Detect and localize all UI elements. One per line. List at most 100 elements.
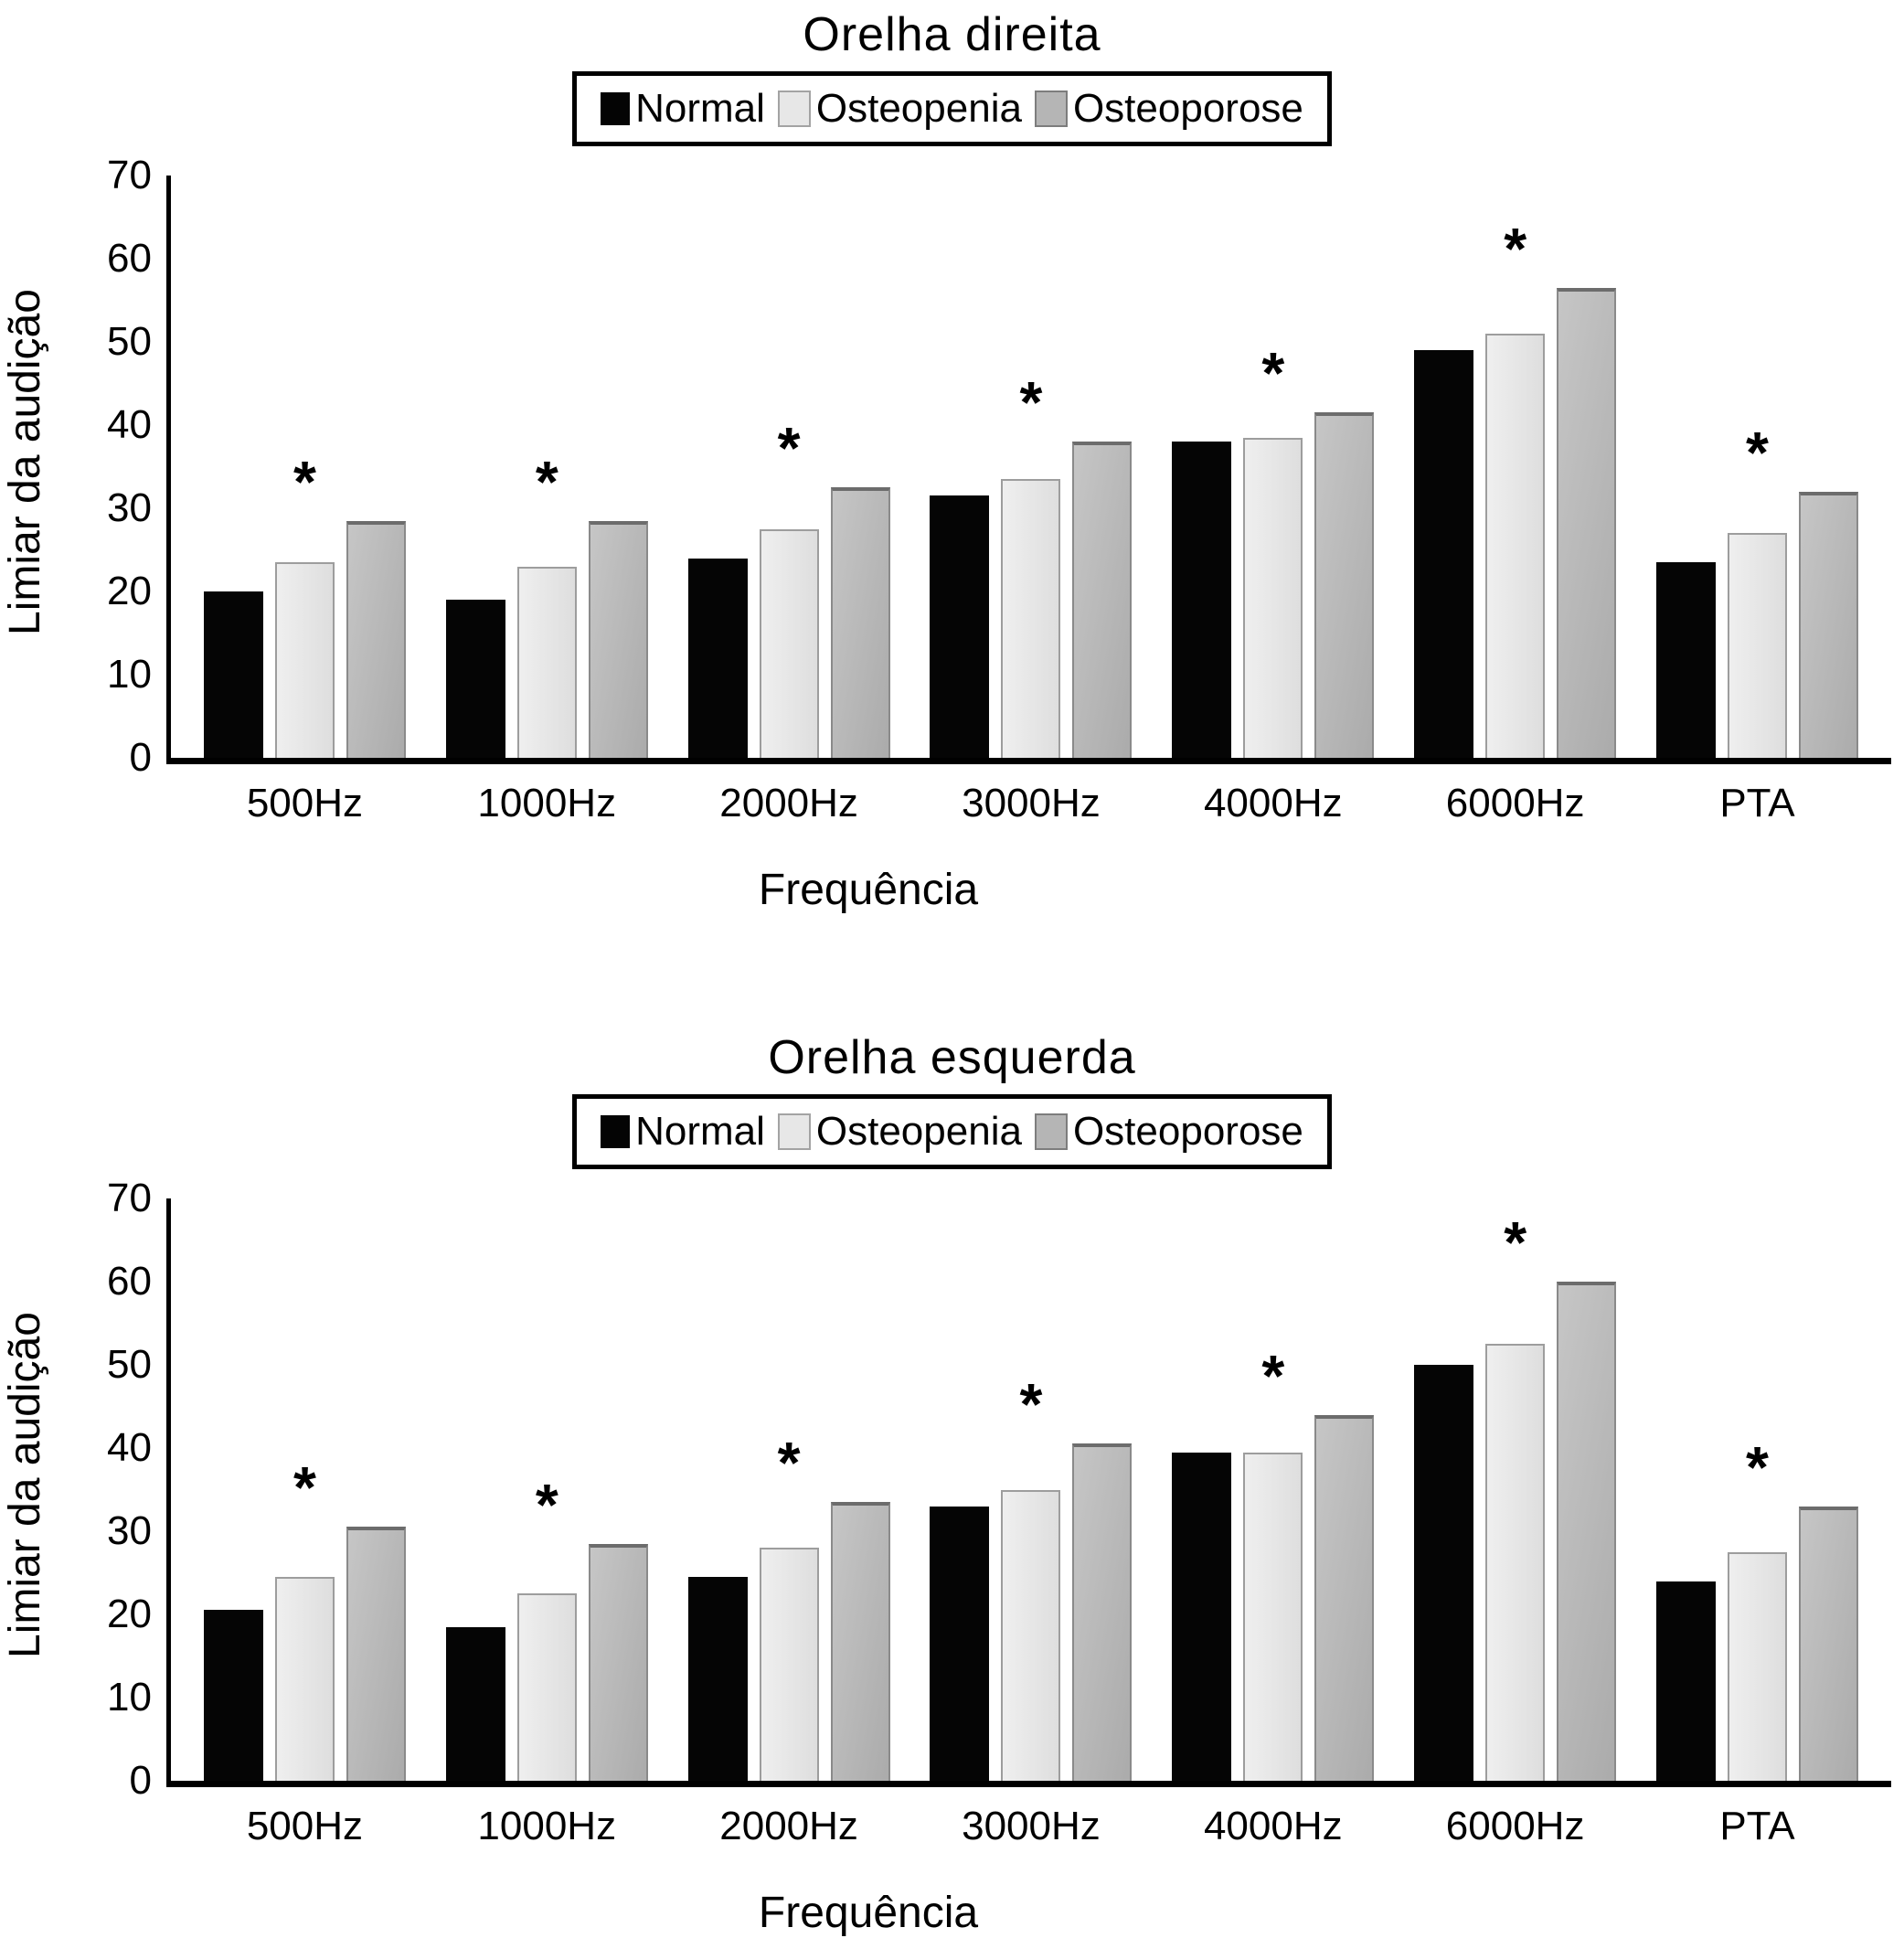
bar-group-1000hz: *	[445, 1198, 648, 1781]
significance-star: *	[293, 448, 316, 515]
bar-osteoporose-4000hz	[1314, 1414, 1375, 1781]
chart-title: Orelha esquerda	[768, 1031, 1136, 1084]
x-tick-label-3000hz: 3000Hz	[962, 1804, 1101, 1848]
y-tick-label: 0	[129, 735, 152, 780]
bar-group-3000hz: *	[930, 1198, 1133, 1781]
x-tick-label-1000hz: 1000Hz	[477, 1804, 617, 1848]
bar-group-1000hz: *	[445, 176, 648, 758]
y-tick-label: 20	[107, 569, 152, 613]
legend-item-normal: Normal	[601, 1110, 765, 1154]
bar-group-pta: *	[1655, 176, 1858, 758]
bar-normal-500hz	[203, 591, 263, 758]
legend-item-osteoporose: Osteoporose	[1034, 87, 1303, 131]
y-tick-label: 30	[107, 1508, 152, 1553]
bar-osteopenia-1000hz	[516, 1593, 577, 1781]
legend-label: Osteoporose	[1072, 1109, 1303, 1154]
x-tick-label-1000hz: 1000Hz	[477, 781, 617, 825]
legend-label: Osteopenia	[815, 86, 1022, 131]
bar-normal-6000hz	[1414, 350, 1474, 758]
y-tick-label: 50	[107, 1342, 152, 1387]
y-tick-label: 40	[107, 1425, 152, 1470]
bar-group-4000hz: *	[1172, 176, 1375, 758]
legend-marker-osteoporose-icon	[1034, 1113, 1068, 1150]
y-tick-label: 70	[107, 153, 152, 197]
x-tick-label-4000hz: 4000Hz	[1203, 1804, 1343, 1848]
bar-osteopenia-pta	[1727, 1551, 1787, 1781]
y-axis-title: Limiar da audição	[1, 289, 49, 636]
bar-osteopenia-2000hz	[759, 528, 819, 758]
y-axis-title: Limiar da audição	[1, 1312, 49, 1659]
bar-osteoporose-6000hz	[1557, 287, 1617, 758]
y-tick-label: 50	[107, 319, 152, 364]
plot-row: Limiar da audição 0 10 20 30 40 50 60 70 * * * * * *…	[0, 155, 1904, 778]
x-tick-label-500hz: 500Hz	[246, 781, 364, 825]
bar-osteopenia-2000hz	[759, 1548, 819, 1781]
x-tick-label-pta: PTA	[1719, 1804, 1795, 1848]
bar-group-500hz: *	[203, 1198, 406, 1781]
bar-osteopenia-1000hz	[516, 566, 577, 758]
bar-normal-pta	[1655, 562, 1716, 758]
significance-star: *	[1019, 1371, 1043, 1438]
significance-star: *	[1261, 340, 1285, 407]
x-axis-title: Frequência	[758, 1889, 979, 1937]
legend-marker-osteopenia-icon	[777, 91, 811, 127]
legend: Normal Osteopenia Osteoporose	[572, 1094, 1332, 1169]
legend-marker-osteopenia-icon	[777, 1113, 811, 1150]
significance-star: *	[1019, 369, 1043, 436]
bar-normal-500hz	[203, 1610, 263, 1781]
x-tick-label-6000hz: 6000Hz	[1445, 781, 1585, 825]
y-tick-label: 30	[107, 485, 152, 530]
bar-group-pta: *	[1655, 1198, 1858, 1781]
bar-group-6000hz: *	[1414, 1198, 1617, 1781]
x-tick-label-4000hz: 4000Hz	[1203, 781, 1343, 825]
bar-normal-1000hz	[445, 1626, 505, 1781]
x-tick-label-500hz: 500Hz	[246, 1804, 364, 1848]
legend: Normal Osteopenia Osteoporose	[572, 71, 1332, 146]
y-tick-label: 60	[107, 236, 152, 281]
significance-star: *	[1504, 215, 1527, 282]
legend-item-normal: Normal	[601, 87, 765, 131]
significance-star: *	[1261, 1342, 1285, 1409]
bar-osteopenia-500hz	[274, 562, 335, 758]
bar-osteoporose-1000hz	[588, 520, 648, 758]
legend-item-osteoporose: Osteoporose	[1034, 1109, 1303, 1154]
legend-label: Osteopenia	[815, 1109, 1022, 1154]
bar-normal-3000hz	[930, 495, 990, 758]
legend-wrap: Normal Osteopenia Osteoporose	[0, 71, 1904, 146]
bar-group-2000hz: *	[687, 1198, 890, 1781]
bar-osteopenia-3000hz	[1001, 479, 1061, 758]
plot-row: Limiar da audição 0 10 20 30 40 50 60 70 * * * * * *…	[0, 1178, 1904, 1801]
chart-title: Orelha direita	[803, 8, 1101, 61]
significance-star: *	[535, 1471, 558, 1538]
bar-osteopenia-4000hz	[1243, 437, 1303, 758]
legend-marker-osteoporose-icon	[1034, 91, 1068, 127]
bar-osteoporose-3000hz	[1072, 1443, 1133, 1781]
x-axis-ticks: 500Hz 1000Hz 2000Hz 3000Hz 4000Hz 6000Hz PTA	[171, 1804, 1891, 1849]
y-tick-label: 10	[107, 652, 152, 697]
bar-normal-1000hz	[445, 600, 505, 758]
bar-osteoporose-6000hz	[1557, 1282, 1617, 1781]
significance-star: *	[777, 1430, 801, 1496]
legend-item-osteopenia: Osteopenia	[777, 86, 1022, 131]
bar-normal-4000hz	[1172, 442, 1232, 758]
bar-osteoporose-2000hz	[830, 1502, 890, 1781]
bar-group-2000hz: *	[687, 176, 890, 758]
y-tick-label: 70	[107, 1176, 152, 1220]
plot-area: * * * * * * *	[166, 176, 1891, 764]
y-tick-label: 40	[107, 402, 152, 447]
y-tick-label: 20	[107, 1592, 152, 1636]
bar-group-4000hz: *	[1172, 1198, 1375, 1781]
y-tick-label: 0	[129, 1758, 152, 1803]
y-tick-label: 10	[107, 1675, 152, 1720]
significance-star: *	[1746, 419, 1769, 485]
bar-osteopenia-4000hz	[1243, 1452, 1303, 1781]
bar-osteoporose-pta	[1798, 491, 1858, 758]
bar-osteoporose-1000hz	[588, 1543, 648, 1781]
bar-osteoporose-pta	[1798, 1506, 1858, 1781]
bar-osteoporose-4000hz	[1314, 412, 1375, 758]
bar-osteoporose-2000hz	[830, 487, 890, 758]
bar-normal-pta	[1655, 1581, 1716, 1781]
bar-osteoporose-500hz	[346, 520, 406, 758]
bar-normal-3000hz	[930, 1506, 990, 1781]
bar-normal-2000hz	[687, 558, 748, 758]
